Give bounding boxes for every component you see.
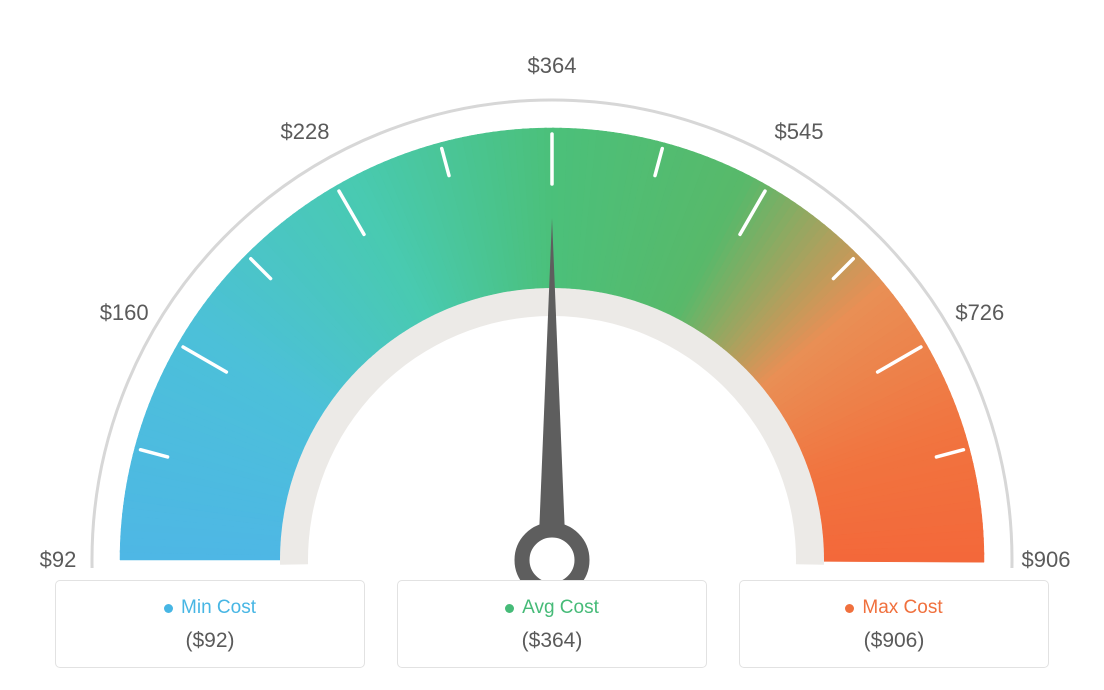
- legend-row: Min Cost ($92) Avg Cost ($364) Max Cost …: [0, 580, 1104, 668]
- legend-dot-min: [164, 604, 173, 613]
- legend-card-avg: Avg Cost ($364): [397, 580, 707, 668]
- legend-value-avg: ($364): [398, 629, 706, 653]
- gauge-chart: $92 $160 $228 $364 $545 $726 $906: [0, 0, 1104, 570]
- gauge-tick-label: $545: [775, 119, 824, 145]
- gauge-tick-label: $228: [281, 119, 330, 145]
- legend-dot-avg: [505, 604, 514, 613]
- gauge-tick-label: $364: [528, 53, 577, 79]
- legend-card-max: Max Cost ($906): [739, 580, 1049, 668]
- legend-label-avg: Avg Cost: [522, 597, 599, 619]
- legend-card-min: Min Cost ($92): [55, 580, 365, 668]
- gauge-tick-label: $906: [1022, 547, 1071, 573]
- legend-value-max: ($906): [740, 629, 1048, 653]
- legend-label-min: Min Cost: [181, 597, 256, 619]
- gauge-tick-label: $92: [40, 547, 77, 573]
- gauge-svg: [22, 20, 1082, 600]
- legend-dot-max: [845, 604, 854, 613]
- legend-label-max: Max Cost: [862, 597, 942, 619]
- legend-value-min: ($92): [56, 629, 364, 653]
- gauge-tick-label: $726: [955, 300, 1004, 326]
- gauge-tick-label: $160: [100, 300, 149, 326]
